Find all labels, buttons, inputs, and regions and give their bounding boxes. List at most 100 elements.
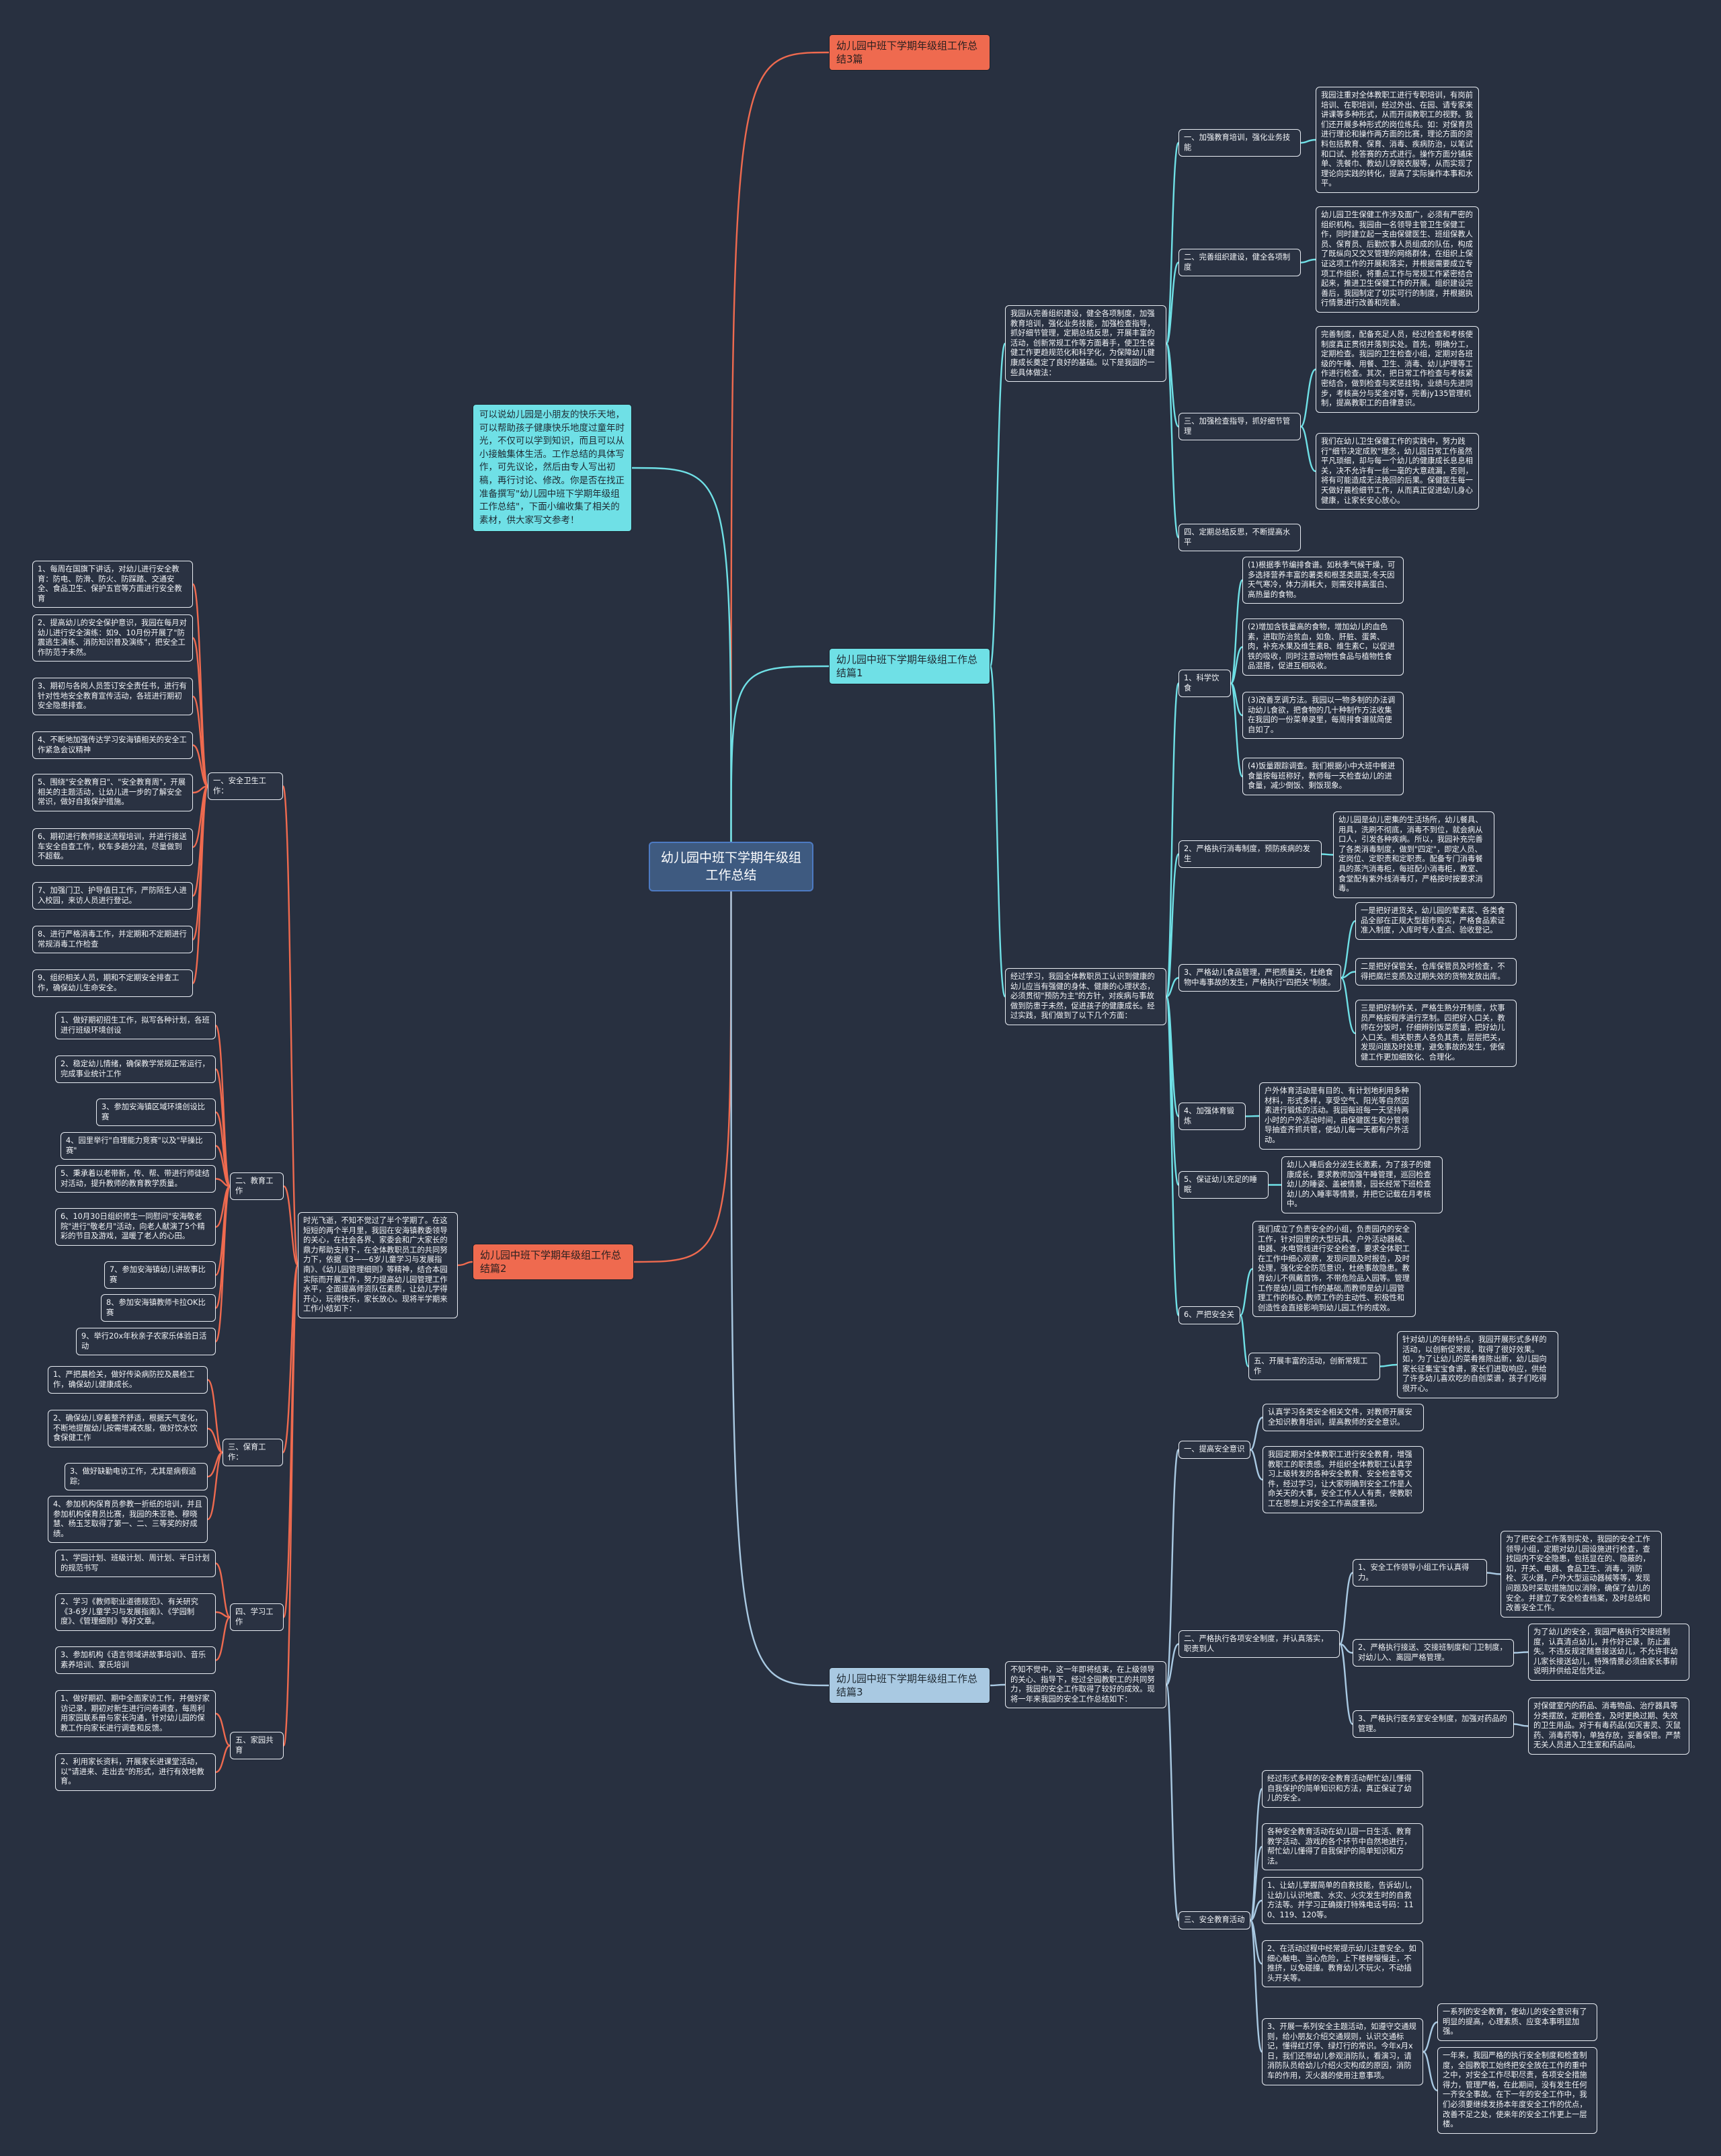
detail-node[interactable]: 三是把好制作关，严格生熟分开制度，炊事员严格按程序进行烹制。四把好入口关，教师在… — [1355, 1000, 1517, 1067]
list-item[interactable]: 9、举行20x年秋亲子农家乐体验日活动 — [76, 1328, 216, 1356]
detail-node[interactable]: 对保健室内的药品、消毒物品、治疗器具等分类摆放，定期检查，及时更换过期、失效的卫… — [1528, 1698, 1689, 1755]
list-item[interactable]: 7、加强门卫、护导值日工作，严防陌生人进入校园，来访人员进行登记。 — [32, 882, 193, 910]
detail-node[interactable]: 我园注重对全体教职工进行专职培训，有岗前培训、在职培训，经过外出、在园、请专家来… — [1316, 87, 1479, 193]
subtopic-node[interactable]: 2、严格执行接送、交接班制度和门卫制度，对幼儿入、离园严格管理。 — [1353, 1639, 1514, 1667]
topic-node[interactable]: 二、完善组织建设，健全各项制度 — [1178, 249, 1301, 277]
topic-node[interactable]: 一、提高安全意识 — [1178, 1441, 1250, 1459]
detail-node[interactable]: 我们成立了负责安全的小组，负责园内的安全工作，针对园里的大型玩具、户外活动器械、… — [1252, 1221, 1416, 1318]
list-item[interactable]: 3、做好缺勤电访工作，尤其是病假追踪; — [65, 1463, 208, 1491]
detail-node[interactable]: 户外体育活动是有目的、有计划地利用多种材料，形式多样，享受空气、阳光等自然因素进… — [1259, 1082, 1420, 1150]
edge-p1b3-p1b3d0 — [1245, 1115, 1260, 1117]
list-item[interactable]: 1、学园计划、班级计划、周计划、半日计划的规范书写 — [55, 1550, 216, 1578]
detail-node[interactable]: 幼儿入睡后会分泌生长激素，为了孩子的健康成长，要求教师加强午睡管理，巡回检查幼儿… — [1281, 1156, 1443, 1213]
list-item[interactable]: 1、做好期初招生工作，拟写各种计划，各班进行班级环境创设 — [55, 1012, 216, 1040]
detail-node[interactable]: 二是把好保管关，仓库保管员及时检查，不得把腐烂变质及过期失效的货物发放出库。 — [1355, 958, 1517, 986]
topic-node[interactable]: 三、加强检查指导，抓好细节管理 — [1178, 413, 1301, 441]
edge-p1b2-p1b2d1 — [1340, 971, 1356, 979]
subtopic-node[interactable]: 1、安全工作领导小组工作认真得力。 — [1353, 1559, 1487, 1587]
topic-node[interactable]: 五、开展丰富的活动，创新常规工作 — [1248, 1353, 1380, 1381]
list-item[interactable]: 7、参加安海镇幼儿讲故事比赛 — [104, 1261, 216, 1289]
overview-title-node[interactable]: 幼儿园中班下学期年级组工作总结3篇 — [829, 34, 990, 71]
detail-node[interactable]: 我园定期对全体教职工进行安全教育，增强教职工的职责感。并组织全体教职工认真学习上… — [1263, 1446, 1424, 1513]
detail-node[interactable]: 为了把安全工作落到实处，我园的安全工作领导小组，定期对幼儿园设施进行检查，查找园… — [1500, 1531, 1662, 1618]
detail-node[interactable]: 为了幼儿的安全，我园严格执行交接班制度，认真清点幼儿，并作好记录，防止漏失。不违… — [1528, 1624, 1689, 1681]
list-item[interactable]: 1、严把晨检关，做好传染病防控及晨检工作，确保幼儿健康成长。 — [48, 1366, 208, 1394]
category-node[interactable]: 五、家园共育 — [230, 1732, 284, 1760]
list-item[interactable]: 6、期初进行教师接送流程培训，并进行接送车安全自查工作，校车多趟分流，尽量做到不… — [32, 828, 193, 866]
article3-node[interactable]: 幼儿园中班下学期年级组工作总结篇3 — [829, 1667, 990, 1704]
detail-node[interactable]: 各种安全教育活动在幼儿园一日生活、教育教学活动、游戏的各个环节中自然地进行，帮忙… — [1262, 1823, 1423, 1871]
detail-node[interactable]: 一是把好进货关，幼儿园的荤素菜、各类食品全部在正规大型超市购买，严格食品索证准入… — [1355, 902, 1517, 940]
detail-node[interactable]: (4)饭量跟踪调查。我们根据小中大班中餐进食量按每班称好，教师每一天检查幼儿的进… — [1242, 758, 1404, 795]
list-item[interactable]: 9、组织相关人员，期和不定期安全排查工作，确保幼儿生命安全。 — [32, 969, 193, 998]
list-item[interactable]: 5、秉承着以老带新，传、帮、带进行师徒结对活动，提升教师的教育教学质量。 — [55, 1165, 216, 1193]
list-item[interactable]: 3、期初与各岗人员签订安全责任书，进行有针对性地安全教育宣传活动，各班进行期初安… — [32, 678, 193, 715]
list-item[interactable]: 2、利用家长资料，开展家长进课堂活动，以"请进来、走出去"的形式，进行有效地教育… — [55, 1753, 216, 1791]
topic-node[interactable]: 5、保证幼儿充足的睡眠 — [1178, 1171, 1269, 1199]
edge-p3s0-p3s0d0 — [1250, 1416, 1263, 1451]
edge-p3x-p3s2 — [1165, 1683, 1180, 1921]
topic-node[interactable]: 二、严格执行各项安全制度，并认真落实，职责到人 — [1178, 1630, 1340, 1659]
topic-node[interactable]: 2、严格执行消毒制度，预防疾病的发生 — [1178, 840, 1322, 869]
article1-intro-b[interactable]: 经过学习，我园全体教职员工认识到健康的幼儿应当有强健的身体、健康的心理状态，必须… — [1005, 968, 1166, 1025]
category-node[interactable]: 四、学习工作 — [230, 1603, 284, 1632]
list-item[interactable]: 8、参加安海镇教师卡拉OK比赛 — [101, 1294, 216, 1322]
edge-p3s0-p3s0d1 — [1250, 1449, 1263, 1481]
detail-node[interactable]: 幼儿园卫生保健工作涉及面广，必须有严密的组织机构。我园由一名领导主管卫生保健工作… — [1316, 206, 1479, 313]
list-item[interactable]: 4、参加机构保育员参教一折纸的培训，并且参加机构保育员比赛，我园的朱亚艳、穆晓慧… — [48, 1496, 208, 1544]
topic-node[interactable]: 三、安全教育活动 — [1178, 1911, 1250, 1929]
edge-root-ovt — [730, 51, 830, 842]
edge-p2x-c0 — [282, 785, 299, 1267]
article1-node[interactable]: 幼儿园中班下学期年级组工作总结篇1 — [829, 648, 990, 684]
list-item[interactable]: 2、学习《教师职业道德规范》、有关研究《3-6岁儿童学习与发展指南》、《学园制度… — [55, 1593, 216, 1631]
list-item[interactable]: 4、不断地加强传达学习安海镇相关的安全工作紧急会议精神 — [32, 731, 193, 760]
detail-node[interactable]: 我们在幼儿卫生保健工作的实践中，努力践行"细节决定成败"理念，幼儿园日常工作虽然… — [1316, 433, 1479, 510]
list-item[interactable]: 4、园里举行"自理能力竞赛"以及"早操比赛" — [61, 1132, 216, 1160]
subtopic-node[interactable]: 3、严格执行医务室安全制度，加强对药品的管理。 — [1353, 1710, 1514, 1739]
edge-c1-c1i3 — [215, 1145, 231, 1187]
detail-node[interactable]: (1)根据季节编排食谱。如秋季气候干燥，可多选择营养丰富的薯类和根茎类蔬菜;冬天… — [1242, 557, 1404, 604]
category-node[interactable]: 一、安全卫生工作： — [208, 772, 283, 801]
detail-node[interactable]: 3、开展一系列安全主题活动，如遵守交通规则，给小朋友介绍交通规则，认识交通标记，… — [1262, 2018, 1423, 2085]
detail-node[interactable]: 2、在活动过程中经常提示幼儿注意安全。如细心触电、当心危险，上下楼梯慢慢走，不推… — [1262, 1940, 1423, 1988]
list-item[interactable]: 2、提高幼儿的安全保护意识，我园在每月对幼儿进行安全演练：如9、10月份开展了"… — [32, 614, 193, 662]
list-item[interactable]: 6、10月30日组织师生一同慰问"安海敬老院"进行"敬老月"活动，向老人献演了5… — [55, 1208, 216, 1246]
root-node[interactable]: 幼儿园中班下学期年级组工作总结 — [649, 842, 813, 891]
overview-text-node[interactable]: 可以说幼儿园是小朋友的快乐天地，可以帮助孩子健康快乐地度过童年时光，不仅可以学到… — [473, 404, 632, 532]
topic-node[interactable]: 4、加强体育锻炼 — [1178, 1103, 1246, 1131]
edge-c0-c0i2 — [192, 695, 209, 787]
detail-node[interactable]: 一年来，我园严格的执行安全制度和检查制度，全园教职工始终把安全放在工作的重中之中… — [1437, 2047, 1597, 2134]
edge-p1b-p1b5 — [1165, 996, 1180, 1316]
topic-node[interactable]: 6、严把安全关 — [1178, 1306, 1240, 1324]
topic-node[interactable]: 一、加强教育培训，强化业务技能 — [1178, 129, 1301, 157]
list-item[interactable]: 2、稳定幼儿情绪，确保教学常规正常运行，完成事业统计工作 — [55, 1055, 216, 1084]
detail-node[interactable]: 1、让幼儿掌握简单的自救技能，告诉幼儿，让幼儿认识地震、水灾、火灾发生时的自救方… — [1262, 1877, 1423, 1925]
article2-node[interactable]: 幼儿园中班下学期年级组工作总结篇2 — [473, 1244, 634, 1280]
topic-node[interactable]: 四、定期总结反思，不断提高水平 — [1178, 524, 1301, 552]
detail-node[interactable]: 针对幼儿的年龄特点，我园开展形式多样的活动，以创新促常规，取得了很好效果。如，为… — [1397, 1331, 1558, 1398]
category-node[interactable]: 二、教育工作 — [230, 1172, 284, 1201]
edge-p1a1-p1a1d0 — [1300, 258, 1316, 264]
detail-node[interactable]: (3)改善烹调方法。我园以一物多制的办法调动幼儿食欲，把食物的几十种制作方法收集… — [1242, 692, 1404, 740]
topic-node[interactable]: 3、严格幼儿食品管理，严把质量关，杜绝食物中毒事故的发生，严格执行"四把关"制度… — [1178, 964, 1341, 992]
category-node[interactable]: 三、保育工作： — [223, 1439, 283, 1467]
list-item[interactable]: 1、做好期初、期中全面家访工作，并做好家访记录，期初对新生进行问卷调查，每周利用… — [55, 1690, 216, 1738]
list-item[interactable]: 3、参加机构《语言领域讲故事培训》、音乐素养培训、蒙氏培训 — [55, 1646, 216, 1675]
topic-node[interactable]: 1、科学饮食 — [1178, 670, 1231, 698]
edge-c0-c0i8 — [192, 785, 209, 984]
edge-p3s2d4-p3s2e1 — [1423, 2050, 1438, 2091]
list-item[interactable]: 2、确保幼儿穿着整齐舒适，根据天气变化，不断地提醒幼儿按需增减衣服，做好饮水饮食… — [48, 1410, 208, 1447]
list-item[interactable]: 8、进行严格消毒工作，并定期和不定期进行常规消毒工作检查 — [32, 926, 193, 954]
detail-node[interactable]: 认真学习各类安全相关文件，对教师开展安全知识教育培训，提高教师的安全意识。 — [1263, 1404, 1424, 1432]
article3-intro[interactable]: 不知不觉中，这一年即将结束，在上级领导的关心、指导下，经过全园教职工的共同努力，… — [1005, 1661, 1166, 1709]
detail-node[interactable]: 完善制度，配备充足人员，经过检查和考核使制度真正贯彻并落到实处。首先，明确分工，… — [1316, 326, 1479, 413]
article2-intro[interactable]: 时光飞逝，不知不觉过了半个学期了。在这短短的两个半月里，我园在安海镇教委领导的关… — [298, 1212, 458, 1318]
list-item[interactable]: 3、参加安海镇区域环境创设比赛 — [96, 1099, 216, 1127]
detail-node[interactable]: 经过形式多样的安全教育活动帮忙幼儿懂得自我保护的简单知识和方法，真正保证了幼儿的… — [1262, 1770, 1423, 1808]
list-item[interactable]: 5、围绕"安全教育日"、"安全教育周"，开展相关的主题活动，让幼儿进一步的了解安… — [32, 774, 193, 811]
detail-node[interactable]: 一系列的安全教育，使幼儿的安全意识有了明显的提高，心理素质、应变本事明显加强。 — [1437, 2003, 1597, 2041]
list-item[interactable]: 1、每周在国旗下讲话，对幼儿进行安全教育：防电、防滑、防火、防踩踏、交通安全、食… — [32, 561, 193, 608]
detail-node[interactable]: 幼儿园是幼儿密集的生活场所，幼儿餐具、用具，洗刷不彻底，消毒不到位，就会病从口人… — [1333, 811, 1494, 898]
detail-node[interactable]: (2)增加含铁量高的食物，增加幼儿的血色素，进取防治贫血，如鱼、肝脏、蛋黄、肉，… — [1242, 618, 1404, 676]
article1-intro-a[interactable]: 我园从完善组织建设，健全各项制度，加强教育培训，强化业务技能，加强检查指导，抓好… — [1005, 305, 1166, 383]
